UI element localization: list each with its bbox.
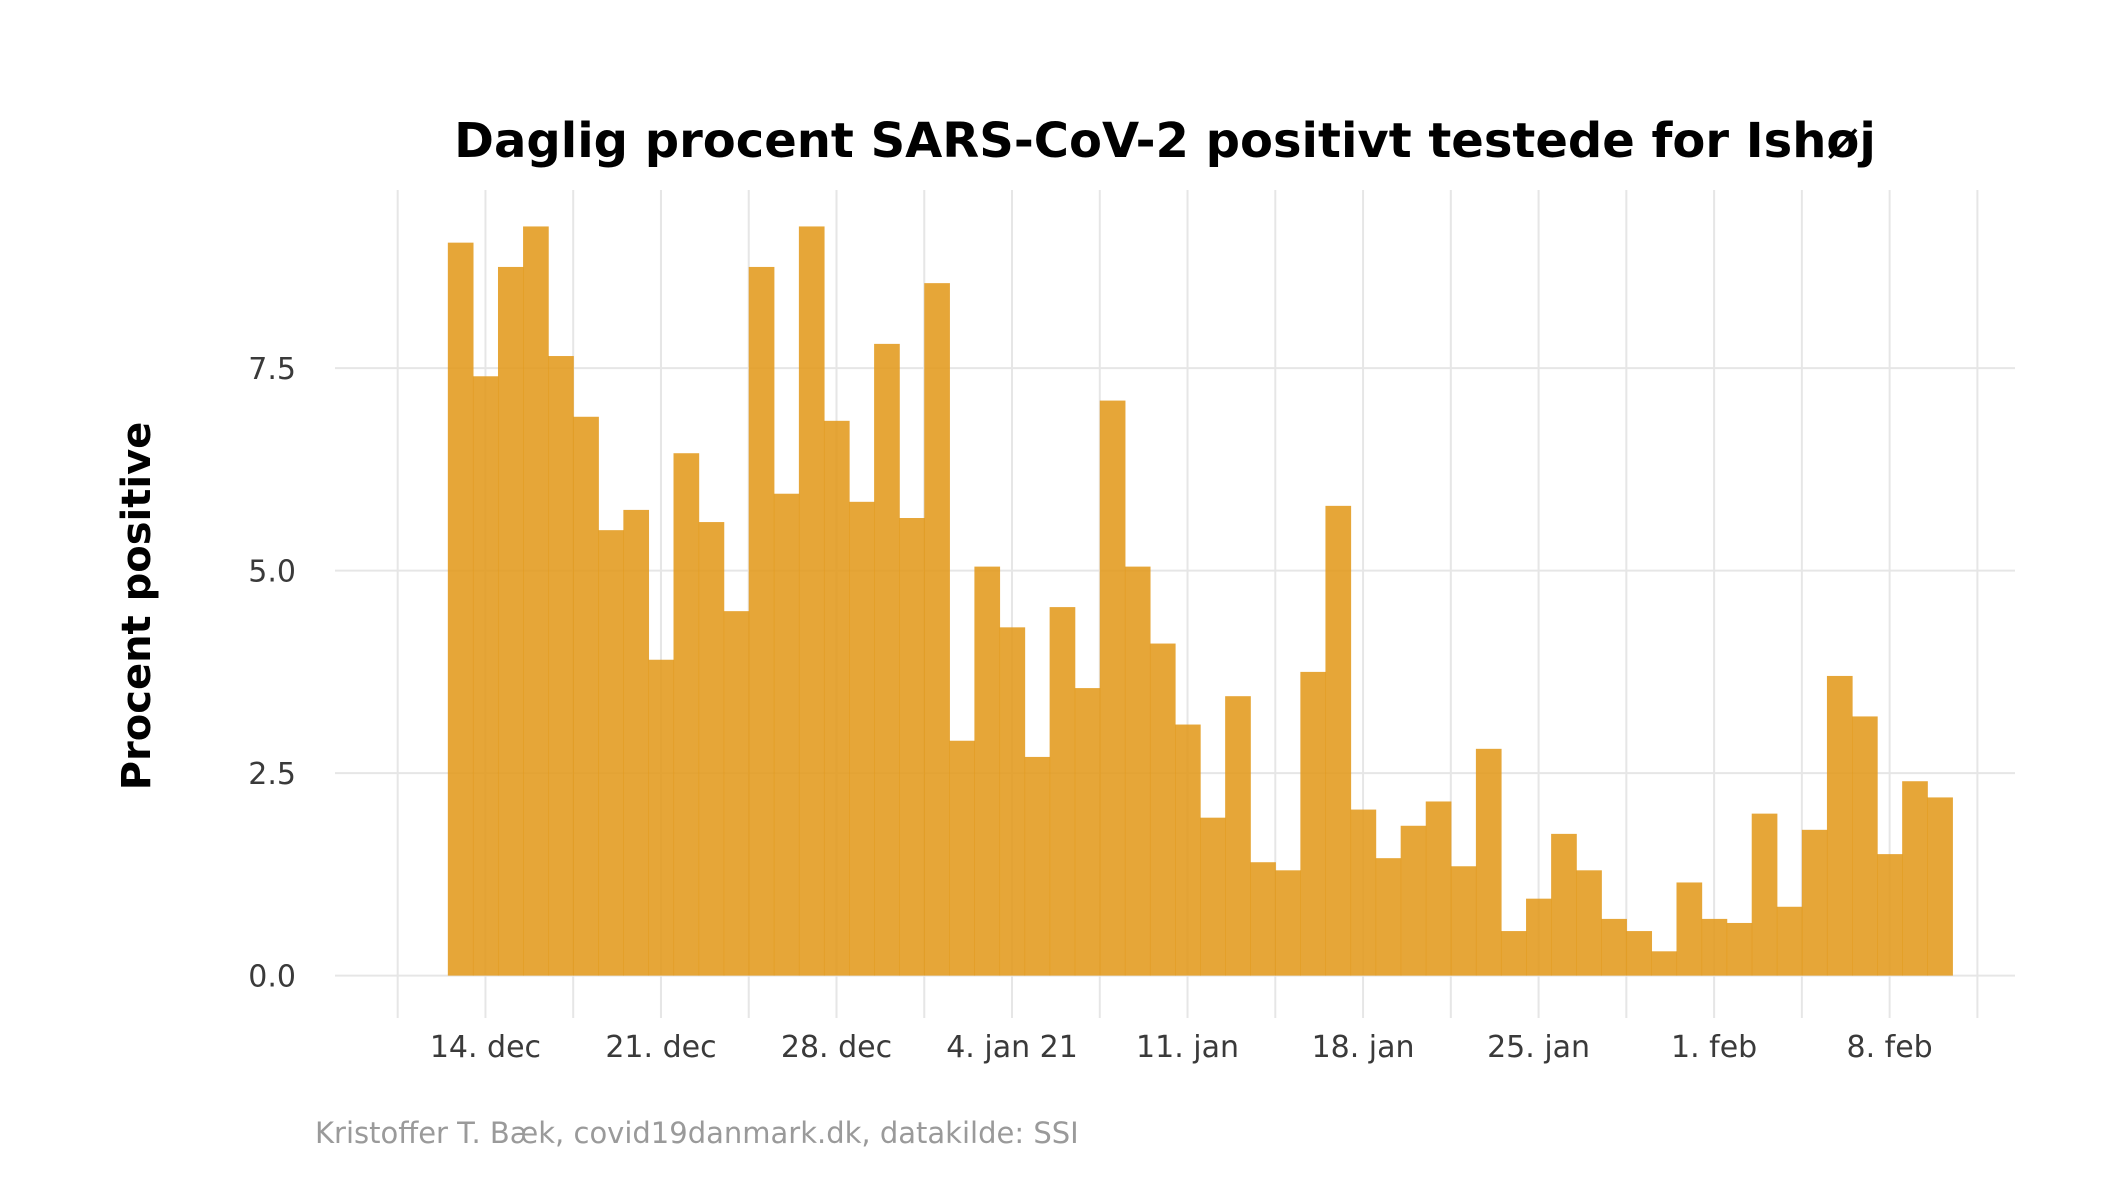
- bar: [1425, 801, 1452, 976]
- bar: [573, 416, 599, 976]
- bar: [773, 493, 800, 976]
- x-tick-label: 1. feb: [1671, 1030, 1757, 1065]
- bar: [1074, 688, 1101, 976]
- x-tick-label: 8. feb: [1847, 1030, 1933, 1065]
- y-axis-label: Procent positive: [114, 422, 160, 791]
- bar: [999, 627, 1026, 976]
- bar: [1225, 696, 1251, 976]
- bar: [447, 242, 474, 976]
- bar: [1375, 858, 1402, 976]
- y-tick-label: 0.0: [248, 960, 296, 995]
- bars: [447, 226, 1953, 976]
- bar: [748, 266, 775, 976]
- y-tick-label: 7.5: [248, 352, 296, 387]
- x-tick-label: 18. jan: [1312, 1030, 1415, 1065]
- bar: [1175, 724, 1201, 976]
- bar: [623, 509, 650, 976]
- bar: [1475, 748, 1502, 976]
- bar: [1751, 813, 1778, 976]
- bar: [1049, 607, 1076, 976]
- bar: [472, 376, 499, 976]
- bar: [1701, 918, 1728, 976]
- y-tick-label: 5.0: [248, 555, 296, 590]
- bar: [1450, 866, 1477, 976]
- bar: [974, 566, 1001, 976]
- bar: [673, 453, 700, 976]
- bar: [1250, 862, 1276, 976]
- bar: [1902, 781, 1928, 976]
- bar: [723, 611, 750, 976]
- bar: [1149, 643, 1176, 976]
- x-tick-label: 28. dec: [781, 1030, 892, 1065]
- bar: [1676, 882, 1703, 976]
- bar: [1200, 817, 1226, 976]
- bar: [1626, 931, 1653, 976]
- bar: [1526, 898, 1552, 976]
- bar: [1726, 922, 1753, 976]
- bar: [1350, 809, 1377, 976]
- bar: [1576, 870, 1602, 976]
- bar: [1500, 931, 1527, 976]
- bar: [1024, 756, 1051, 976]
- x-tick-label: 21. dec: [605, 1030, 716, 1065]
- x-tick-label: 25. jan: [1487, 1030, 1590, 1065]
- bar: [1300, 671, 1327, 976]
- axis-ticks: 0.0 2.5 5.0 7.5 14. dec 21. dec 28. dec 4. jan …: [248, 352, 1932, 1065]
- bar: [598, 530, 624, 976]
- bar: [648, 659, 675, 976]
- bar: [874, 343, 900, 976]
- bar: [924, 283, 950, 976]
- bar: [1551, 833, 1577, 976]
- bar: [1776, 906, 1803, 976]
- y-tick-label: 2.5: [248, 757, 296, 792]
- bar: [1601, 918, 1627, 976]
- chart-title: Daglig procent SARS-CoV-2 positivt teste…: [454, 113, 1876, 169]
- bar: [497, 266, 524, 976]
- bar: [899, 518, 925, 976]
- bar: [1099, 400, 1126, 976]
- bar: [1826, 675, 1853, 976]
- bar: [698, 522, 725, 976]
- bar: [1325, 505, 1352, 976]
- bar: [949, 740, 976, 976]
- x-tick-label: 14. dec: [430, 1030, 541, 1065]
- x-tick-label: 11. jan: [1136, 1030, 1239, 1065]
- chart-caption: Kristoffer T. Bæk, covid19danmark.dk, da…: [315, 1116, 1079, 1150]
- bar: [523, 226, 549, 976]
- bar: [798, 226, 825, 976]
- bar: [548, 356, 574, 976]
- bar: [1801, 829, 1828, 976]
- bar: [1852, 716, 1878, 976]
- bar: [849, 501, 875, 976]
- bar: [1275, 870, 1301, 976]
- bar: [823, 420, 850, 976]
- bar: [1927, 797, 1953, 976]
- bar: [1124, 566, 1151, 976]
- x-tick-label: 4. jan 21: [946, 1030, 1078, 1065]
- bar: [1877, 854, 1903, 976]
- bar: [1651, 951, 1678, 976]
- bar: [1400, 825, 1427, 976]
